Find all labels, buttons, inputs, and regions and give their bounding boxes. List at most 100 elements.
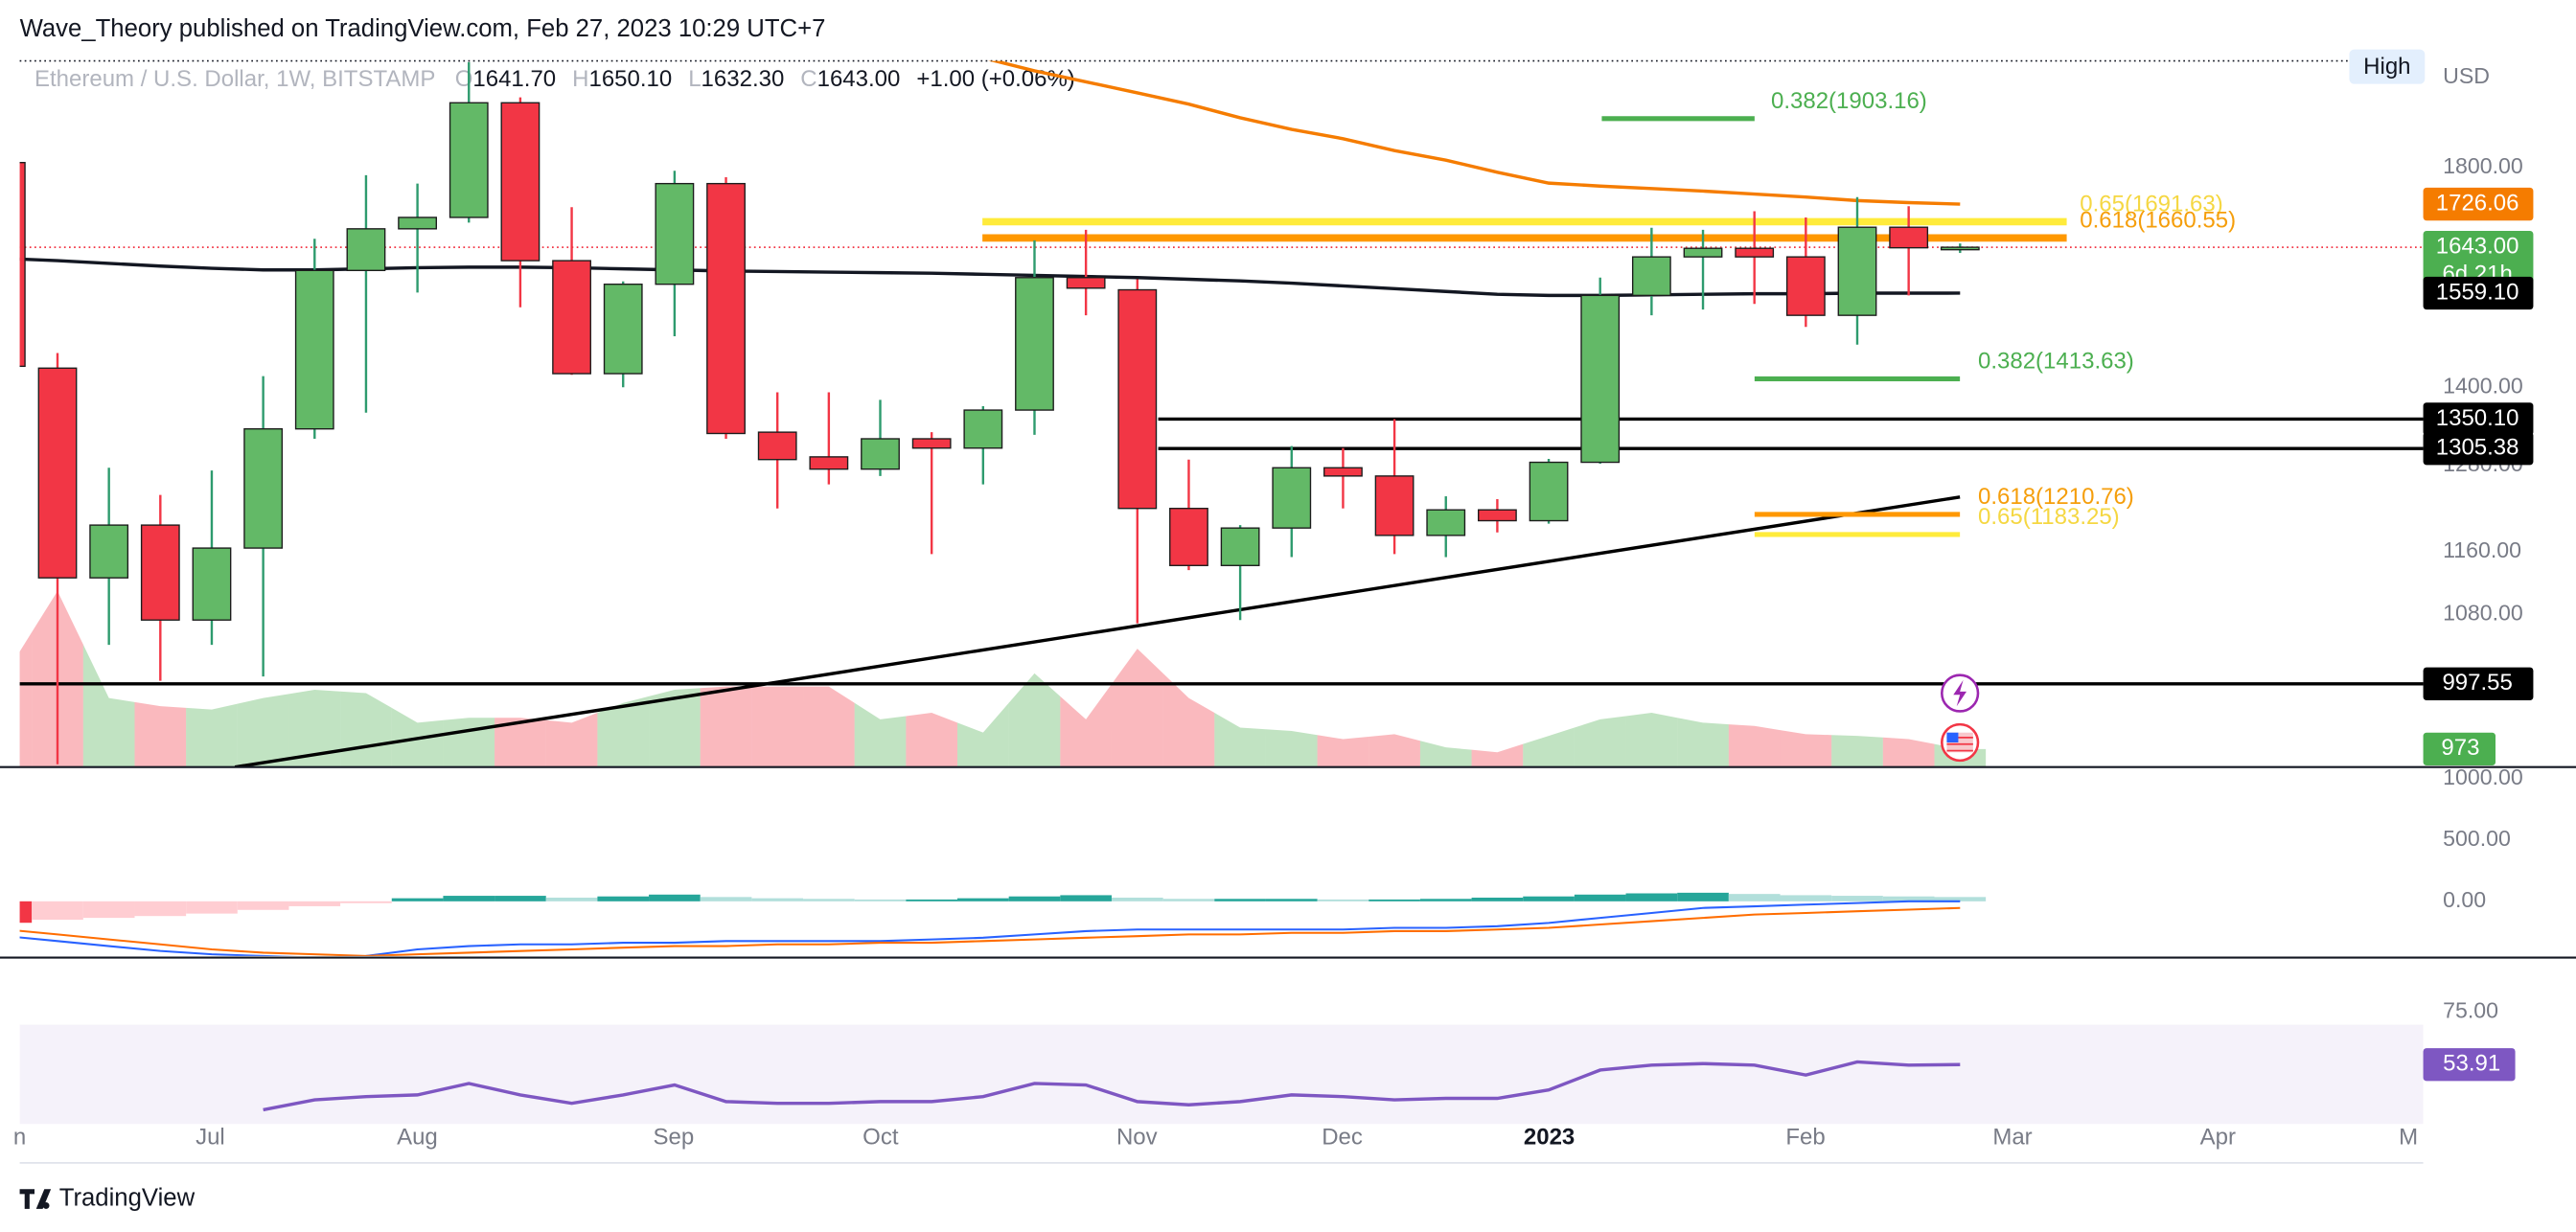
footer-logo: [19, 1189, 52, 1209]
candle-body: [861, 438, 900, 470]
volume-area: [494, 718, 546, 767]
candle-body: [1117, 288, 1158, 510]
macd-histogram-bar: [1111, 897, 1163, 901]
candle-body: [37, 367, 78, 579]
volume-area: [1677, 718, 1729, 767]
macd-histogram-bar: [32, 901, 83, 921]
candle-body: [398, 217, 438, 230]
ohlc-value: 1643.00: [817, 66, 901, 92]
x-tick-label: Sep: [654, 1124, 695, 1150]
rsi-band: [19, 1024, 2424, 1125]
candle-body: [89, 524, 129, 579]
price-label-box: [2423, 402, 2534, 436]
symbol: Ethereum / U.S. Dollar, 1W, BITSTAMP: [34, 66, 435, 92]
macd-tick-label: 1000.00: [2443, 764, 2523, 789]
macd-histogram-bar: [1728, 894, 1781, 901]
fib-label: 0.618(1660.55): [2080, 208, 2236, 234]
candle-body: [1169, 508, 1208, 566]
volume-area: [1625, 713, 1678, 767]
macd-histogram-bar: [700, 897, 752, 901]
price-label: 1643.00: [2436, 233, 2519, 259]
price-label-box: [2423, 187, 2534, 221]
macd-tick-label: 0.00: [2443, 887, 2486, 912]
event-icon[interactable]: [1941, 673, 1980, 713]
volume-area: [1574, 716, 1626, 767]
macd-histogram-bar: [1523, 896, 1575, 901]
volume-area: [1728, 724, 1781, 767]
signal-line: [19, 906, 1961, 956]
volume-area: [1265, 729, 1318, 767]
macd-histogram-bar: [1574, 894, 1626, 901]
ohlc-value: 1650.10: [588, 66, 672, 92]
price-label-box: [2423, 230, 2534, 292]
candle-body: [1374, 475, 1414, 536]
volume-area: [649, 688, 701, 767]
macd-histogram-bar: [237, 901, 289, 910]
price-label-box: [2423, 432, 2534, 466]
x-tick-label: Dec: [1322, 1124, 1363, 1150]
scale-mode-box[interactable]: [2349, 49, 2426, 84]
macd-histogram-bar: [82, 901, 135, 919]
macd-histogram-bar: [1625, 893, 1678, 901]
volume-area: [1162, 673, 1215, 767]
price-label: 1305.38: [2436, 435, 2519, 461]
macd-histogram-bar: [1214, 899, 1266, 901]
volume-area: [1831, 735, 1883, 767]
candle-body: [1683, 247, 1723, 258]
macd-tick-label: 500.00: [2443, 826, 2511, 851]
footer-brand: TradingView: [59, 1184, 196, 1211]
volume-area: [700, 686, 752, 767]
macd-histogram-bar: [854, 899, 907, 901]
candle-body: [1631, 256, 1671, 297]
x-tick-label: Jul: [196, 1124, 225, 1150]
candle-body: [448, 102, 489, 218]
rsi-label-box: [2423, 1048, 2516, 1082]
macd-histogram-bar: [1419, 899, 1472, 901]
macd-histogram-bar: [1882, 896, 1935, 901]
ohlc-key: L: [688, 66, 701, 92]
rsi-pane: [19, 1024, 2424, 1125]
change: +1.00 (+0.06%): [916, 66, 1074, 92]
volume-area: [1882, 737, 1935, 767]
macd-pane: [19, 892, 1987, 956]
volume-area: [751, 686, 804, 767]
economic-event-icon[interactable]: [1941, 722, 1980, 763]
rsi-tick-label: 75.00: [2443, 998, 2498, 1023]
volume-area: [906, 713, 957, 767]
candle-body: [1837, 226, 1877, 316]
moving-average: [988, 60, 1961, 206]
candle-body: [757, 431, 797, 461]
macd-histogram-bar: [1677, 892, 1729, 901]
volume-label-box: [2423, 732, 2496, 765]
candle-body: [706, 182, 746, 435]
candle-body: [552, 260, 591, 375]
candle-body: [140, 524, 180, 621]
volume-area: [1780, 730, 1832, 767]
y-tick-label: 1160.00: [2443, 537, 2521, 562]
ohlc-key: O: [455, 66, 473, 92]
ohlc-value: 1641.70: [472, 66, 556, 92]
volume-area: [237, 694, 289, 767]
rsi-line: [263, 1060, 1961, 1112]
volume-area: [19, 631, 33, 767]
candle-body: [911, 438, 952, 449]
volume-area: [1368, 734, 1420, 767]
candle-body: [294, 269, 334, 430]
candle-body: [809, 456, 849, 470]
price-label-box: [2423, 276, 2534, 310]
macd-histogram-bar: [19, 901, 33, 924]
volume-area: [803, 686, 855, 767]
fib-label: 0.618(1210.76): [1978, 484, 2134, 510]
macd-histogram-bar: [545, 897, 598, 901]
price-pane: 0.382(1903.16) 0.65(1691.63)0.618(1660.55…: [19, 60, 2424, 767]
scale-mode[interactable]: High: [2363, 54, 2410, 80]
macd-histogram-bar: [649, 894, 701, 901]
price-label: 1350.10: [2436, 405, 2519, 431]
x-tick-label: Oct: [862, 1124, 899, 1150]
publisher: Wave_Theory published on TradingView.com…: [20, 15, 826, 42]
volume-area: [82, 644, 135, 767]
volume-area: [1111, 649, 1163, 767]
currency: USD: [2443, 63, 2490, 88]
macd-line: [19, 900, 1961, 956]
